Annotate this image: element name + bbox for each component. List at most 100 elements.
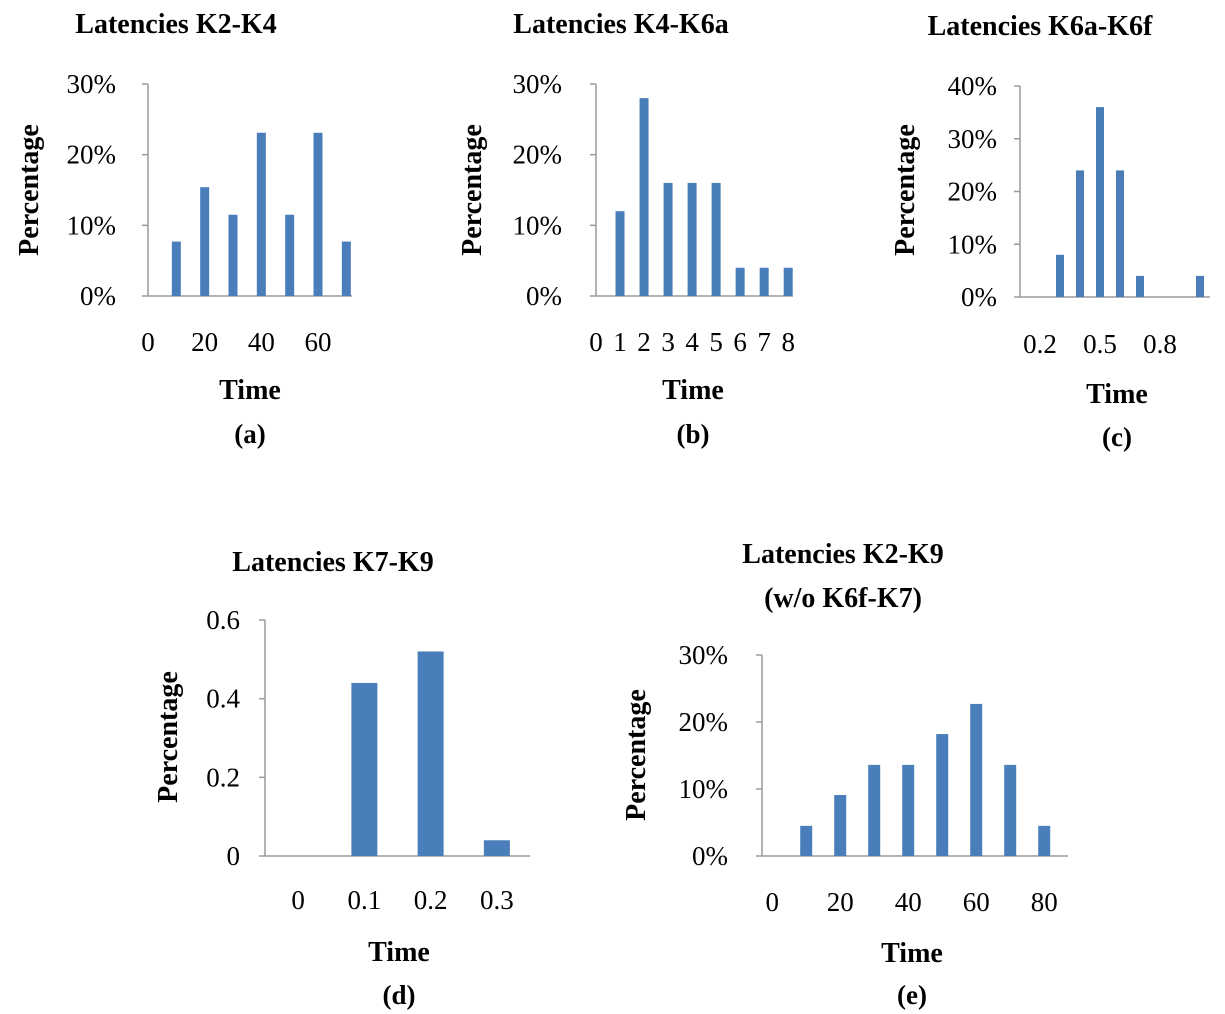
chart-title: Latencies K6a-K6f (928, 11, 1153, 42)
bar (663, 182, 673, 296)
chart-subtitle: (w/o K6f-K7) (764, 583, 922, 614)
x-tick-label: 0.8 (1143, 329, 1177, 359)
panel-label: (b) (677, 419, 710, 449)
y-tick-label: 30% (67, 69, 117, 99)
x-tick-label: 20 (191, 327, 218, 357)
y-axis-label: Percentage (457, 124, 488, 256)
x-axis-label: Time (1086, 379, 1148, 410)
x-tick-label: 40 (895, 887, 922, 917)
bar (1056, 254, 1064, 297)
x-tick-label: 0 (291, 885, 305, 915)
y-tick-label: 0.4 (206, 684, 240, 714)
bar (936, 734, 949, 856)
y-tick-label: 10% (67, 210, 117, 240)
y-tick-label: 0% (526, 281, 562, 311)
x-tick-label: 40 (248, 327, 275, 357)
x-axis-label: Time (219, 375, 281, 406)
y-tick-label: 30% (948, 124, 998, 154)
chart-panel-4: Latencies K7-K9 0 0.2 0.4 0.6 0 0.1 0.2 0.3 Time P… (153, 547, 530, 1010)
bar (800, 825, 813, 856)
bar (256, 132, 266, 296)
y-tick-label: 20% (67, 140, 117, 170)
bar (1116, 170, 1124, 297)
y-tick-label: 20% (948, 177, 998, 207)
bar (902, 764, 915, 856)
bar (417, 651, 444, 856)
bar (285, 214, 295, 296)
y-axis-label: Percentage (153, 671, 184, 803)
x-tick-label: 3 (661, 327, 675, 357)
x-axis-label: Time (368, 937, 430, 968)
bar (1096, 107, 1104, 297)
y-axis-label: Percentage (621, 689, 652, 821)
x-tick-label: 0 (589, 327, 603, 357)
bar (1038, 825, 1051, 856)
bar (970, 703, 983, 856)
chart-title: Latencies K7-K9 (232, 547, 433, 578)
x-tick-label: 7 (757, 327, 771, 357)
x-axis-label: Time (662, 375, 724, 406)
bar (711, 182, 721, 296)
y-tick-label: 0% (80, 281, 116, 311)
y-tick-label: 0.6 (206, 605, 240, 635)
chart-title: Latencies K4-K6a (513, 9, 728, 40)
bar (1076, 170, 1084, 297)
x-tick-label: 0.1 (348, 885, 382, 915)
bar (200, 187, 210, 296)
bar (228, 214, 238, 296)
x-tick-label: 0.3 (480, 885, 514, 915)
panel-label: (e) (897, 980, 927, 1010)
bar (868, 764, 881, 856)
x-axis-label: Time (881, 938, 943, 969)
bar (834, 795, 847, 856)
bar (483, 840, 510, 856)
bar (759, 267, 769, 296)
bar (783, 267, 793, 296)
x-tick-label: 0.2 (1023, 329, 1057, 359)
y-tick-label: 30% (513, 69, 563, 99)
y-tick-label: 40% (948, 71, 998, 101)
x-tick-label: 2 (637, 327, 651, 357)
y-tick-label: 20% (513, 140, 563, 170)
x-tick-label: 5 (709, 327, 723, 357)
x-tick-label: 8 (781, 327, 795, 357)
bar (735, 267, 745, 296)
chart-panel-1: Latencies K2-K4 0% 10% 20% 30% 0 20 40 60 Time Per… (14, 9, 352, 449)
bar (687, 182, 697, 296)
chart-title: Latencies K2-K4 (75, 9, 276, 40)
x-tick-label: 20 (827, 887, 854, 917)
chart-title: Latencies K2-K9 (742, 539, 943, 570)
x-tick-label: 1 (613, 327, 627, 357)
bar (639, 98, 649, 296)
chart-panel-3: Latencies K6a-K6f 0% 10% 20% 30% 40% 0.2 0.5 0.8… (890, 11, 1210, 452)
bar (313, 132, 323, 296)
y-axis-label: Percentage (890, 124, 921, 256)
bar (171, 241, 181, 296)
x-tick-label: 0 (141, 327, 155, 357)
x-tick-label: 0.5 (1083, 329, 1117, 359)
x-tick-label: 6 (733, 327, 747, 357)
y-tick-label: 30% (679, 640, 729, 670)
x-tick-label: 60 (305, 327, 332, 357)
y-tick-label: 0.2 (206, 762, 240, 792)
y-tick-label: 0% (692, 841, 728, 871)
bar (341, 241, 351, 296)
y-tick-label: 10% (948, 229, 998, 259)
bar (1004, 764, 1017, 856)
bar (1136, 275, 1144, 297)
panel-label: (d) (383, 980, 416, 1010)
panel-label: (a) (234, 419, 265, 449)
y-axis-label: Percentage (14, 124, 45, 256)
x-tick-label: 80 (1031, 887, 1058, 917)
x-tick-label: 0.2 (414, 885, 448, 915)
bar (351, 682, 378, 856)
chart-panel-2: Latencies K4-K6a 0% 10% 20% 30% 0 1 2 3 4 5 6 7 8 Time… (457, 9, 795, 449)
chart-panel-5: Latencies K2-K9 (w/o K6f-K7) 0% 10% 20% 30% 0 2… (621, 539, 1068, 1010)
y-tick-label: 0 (227, 841, 241, 871)
y-tick-label: 20% (679, 707, 729, 737)
y-tick-label: 10% (513, 210, 563, 240)
bar (1196, 275, 1204, 297)
panel-label: (c) (1102, 422, 1132, 452)
x-tick-label: 0 (765, 887, 779, 917)
